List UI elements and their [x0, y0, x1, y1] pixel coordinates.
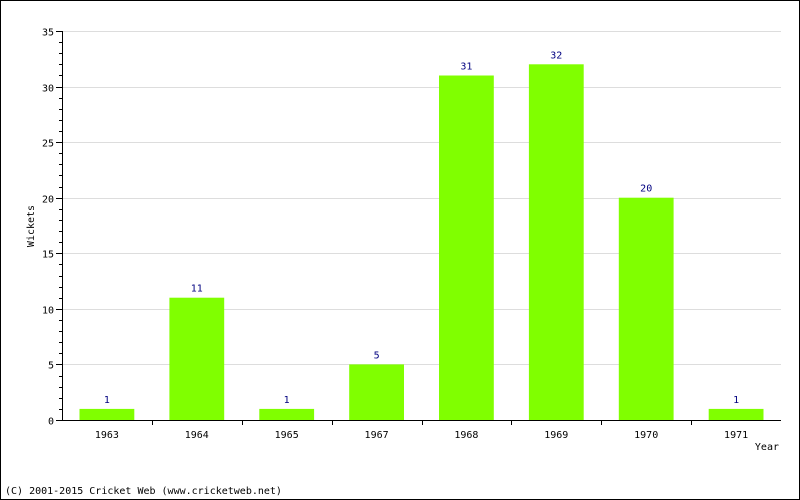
x-tick-label: 1965: [275, 430, 299, 441]
data-label: 11: [191, 284, 203, 295]
x-tick-label: 1964: [185, 430, 209, 441]
y-tick-label: 10: [42, 306, 54, 317]
y-axis-title: Wickets: [26, 205, 37, 247]
data-label: 1: [284, 395, 290, 406]
y-tick-label: 0: [48, 417, 54, 428]
x-tick-label: 1971: [724, 430, 748, 441]
y-tick-label: 35: [42, 28, 54, 39]
data-label: 5: [374, 350, 380, 361]
bar: [618, 197, 674, 420]
x-tick-label: 1968: [454, 430, 478, 441]
y-tick-label: 30: [42, 84, 54, 95]
bar: [708, 408, 764, 420]
bars: [79, 64, 764, 421]
x-tick-label: 1969: [544, 430, 568, 441]
x-tick-label: 1967: [365, 430, 389, 441]
copyright-text: (C) 2001-2015 Cricket Web (www.cricketwe…: [5, 486, 282, 497]
labels: 0 5 10 15 20 25 30 35 1 1963 11 1964 1 1965 5 1967 31 196…: [42, 28, 748, 442]
x-tick-label: 1963: [95, 430, 119, 441]
x-axis-title: Year: [755, 442, 779, 453]
bar: [169, 297, 225, 420]
y-tick-label: 20: [42, 195, 54, 206]
bar: [79, 408, 135, 420]
data-label: 1: [104, 395, 110, 406]
bar: [439, 75, 494, 420]
data-label: 20: [640, 184, 652, 195]
data-label: 1: [733, 395, 739, 406]
data-label: 32: [550, 50, 562, 61]
x-tick-label: 1970: [634, 430, 658, 441]
y-tick-label: 25: [42, 139, 54, 150]
y-tick-label: 15: [42, 250, 54, 261]
axes: [56, 31, 781, 425]
bar: [349, 364, 404, 420]
bar: [528, 64, 584, 421]
data-label: 31: [460, 62, 472, 73]
bar: [259, 408, 315, 420]
y-tick-label: 5: [48, 361, 54, 372]
